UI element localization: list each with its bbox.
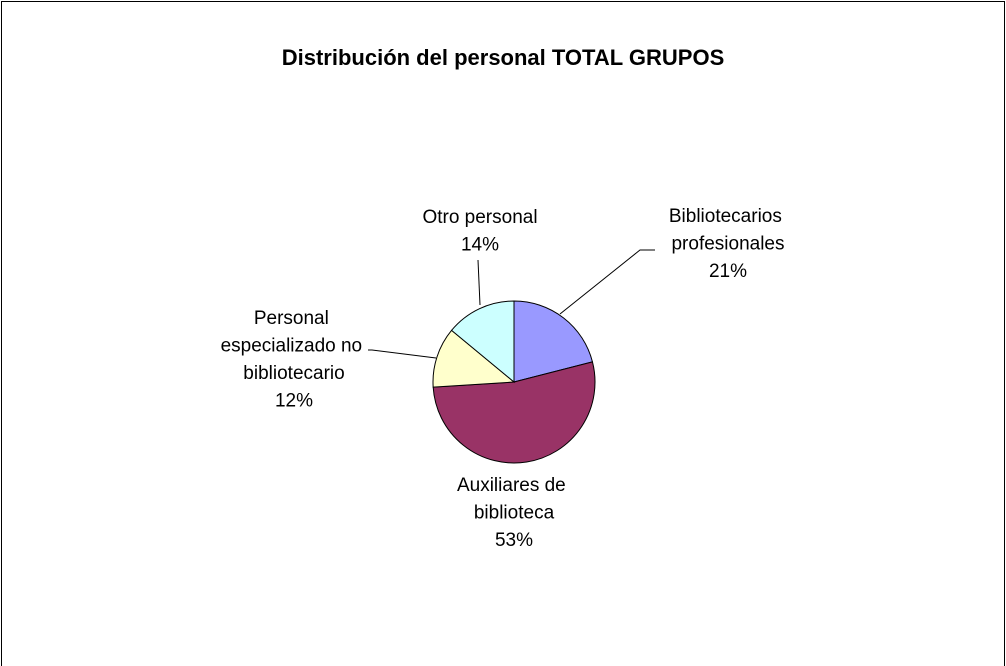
slice-label: Otro personal [422,207,537,228]
pie-slice [450,300,515,384]
pie-slice [432,329,516,388]
slice-label: Personal especializado no bibliotecario [221,308,368,384]
leader-line [368,349,437,359]
slice-label-line: Auxiliares de [457,475,571,496]
leader-line [559,249,655,315]
leader-lines [368,249,655,359]
slice-label-line: Bibliotecarios [669,206,787,227]
slice-value-label: 21% [709,261,747,282]
slice-value-label: 12% [275,391,313,412]
slice-value-label: 14% [461,235,499,256]
pie-slice [513,300,594,383]
slice-value-label: 53% [495,530,533,551]
leader-line [477,259,481,306]
slice-label-line: bibliotecario [243,363,344,384]
slice-label-line: Personal [254,308,334,329]
slice-label: Bibliotecarios profesionales [669,206,787,255]
slice-label-line: biblioteca [474,503,555,524]
slice-label: Auxiliares de biblioteca [457,475,571,524]
chart-title: Distribución del personal TOTAL GRUPOS [282,45,725,70]
slice-label-line: profesionales [671,234,784,255]
pie-slice [432,361,596,464]
slice-label-line: especializado no [221,336,368,357]
slice-label-line: Otro personal [422,207,537,228]
